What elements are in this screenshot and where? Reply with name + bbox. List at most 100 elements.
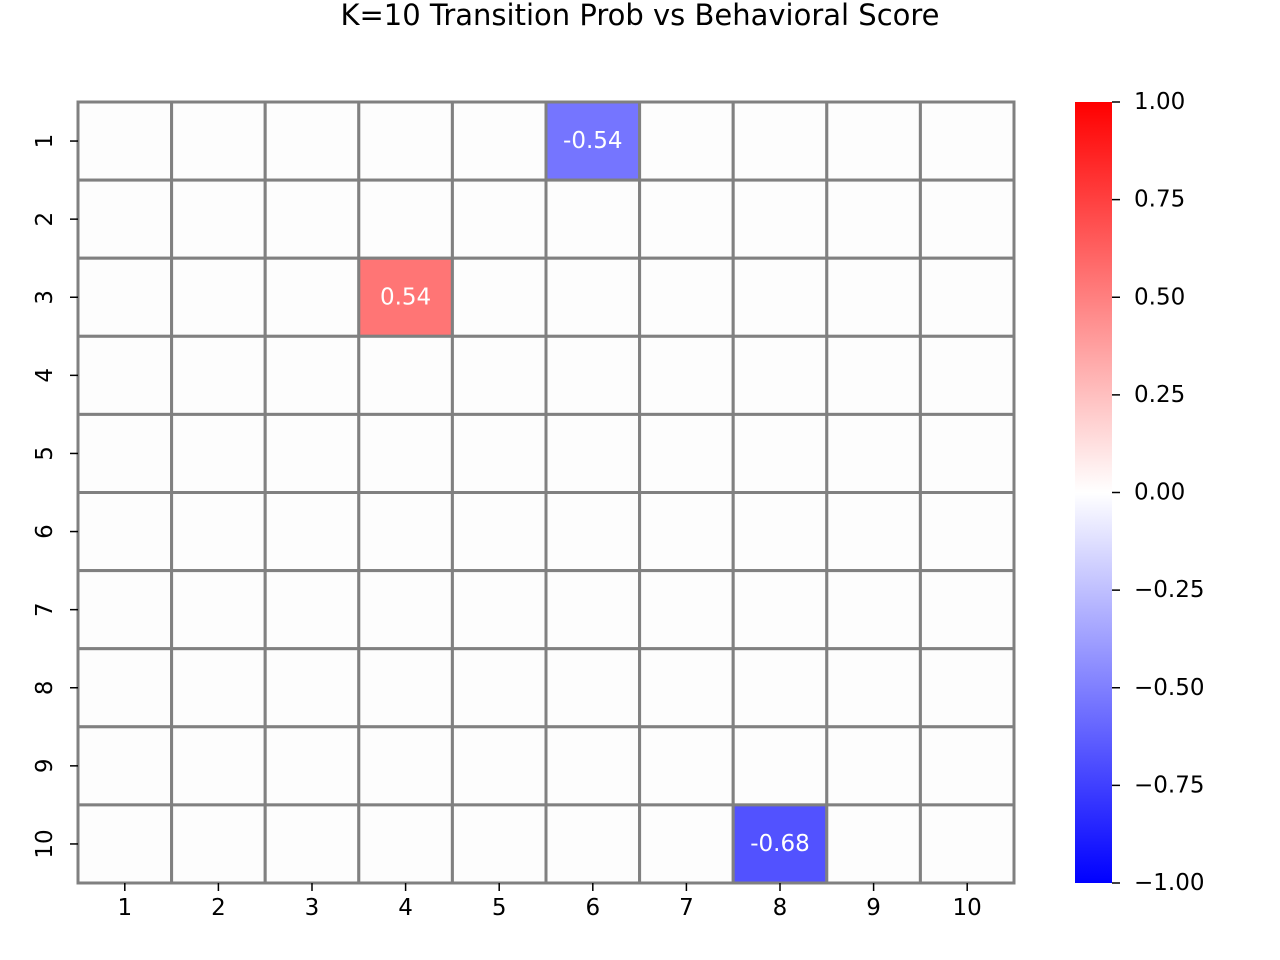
heatmap-cell-r5-c10 <box>918 412 1016 494</box>
heatmap-cell-r2-c7 <box>638 178 735 260</box>
heatmap-cell-r8-c8 <box>731 647 829 729</box>
y-tick-label: 4 <box>32 368 58 383</box>
heatmap-cell-r10-c5 <box>450 803 548 885</box>
chart-title: K=10 Transition Prob vs Behavioral Score <box>340 0 939 32</box>
colorbar-tick-label: 0.25 <box>1134 382 1185 408</box>
colorbar-tick-label: −0.75 <box>1134 772 1204 798</box>
heatmap-cell-r3-c2 <box>170 256 267 338</box>
heatmap-cell-r7-c4 <box>357 569 454 651</box>
heatmap-cell-r5-c9 <box>825 412 922 494</box>
heatmap-cell-r9-c9 <box>825 725 922 807</box>
heatmap-cell-r5-c4 <box>357 412 454 494</box>
x-tick-label: 6 <box>585 895 600 921</box>
colorbar-tick-label: 1.00 <box>1134 89 1185 115</box>
y-tick-label: 1 <box>32 134 58 149</box>
colorbar-tick-label: −0.50 <box>1134 675 1204 701</box>
x-tick-label: 7 <box>679 895 694 921</box>
colorbar-ticks: 1.00 0.75 0.50 0.25 0.00 −0.25 −0.50 −0.75 −1.00 <box>1112 89 1204 896</box>
heatmap-cell-r4-c5 <box>450 334 548 416</box>
heatmap-cell-r1-c1 <box>76 100 174 182</box>
heatmap-cell-r5-c2 <box>170 412 267 494</box>
heatmap-cell-r7-c10 <box>918 569 1016 651</box>
cell-annotation: 0.54 <box>380 284 431 310</box>
colorbar-tick-label: 0.50 <box>1134 284 1185 310</box>
heatmap-cell-r8-c7 <box>638 647 735 729</box>
colorbar-tick-label: −1.00 <box>1134 870 1204 896</box>
cell-annotation: -0.68 <box>750 831 810 857</box>
heatmap-cell-r5-c8 <box>731 412 829 494</box>
heatmap-cell-r3-c6 <box>544 256 642 338</box>
heatmap-cell-r8-c2 <box>170 647 267 729</box>
x-tick-label: 5 <box>492 895 507 921</box>
heatmap-cell-r10-c2 <box>170 803 267 885</box>
heatmap-cell-r4-c10 <box>918 334 1016 416</box>
heatmap-cell-r5-c5 <box>450 412 548 494</box>
colorbar-tick-label: −0.25 <box>1134 577 1204 603</box>
heatmap-cell-r7-c8 <box>731 569 829 651</box>
y-tick-label: 3 <box>32 290 58 305</box>
heatmap-cell-r7-c6 <box>544 569 642 651</box>
heatmap-cell-r6-c1 <box>76 491 174 573</box>
cell-annotations: -0.54 0.54 -0.68 <box>380 128 810 857</box>
x-axis-ticks: 1 2 3 4 5 6 7 8 9 10 <box>117 883 982 921</box>
heatmap-cell-r7-c1 <box>76 569 174 651</box>
x-tick-label: 8 <box>773 895 788 921</box>
heatmap-cell-r2-c4 <box>357 178 454 260</box>
heatmap-cell-r6-c7 <box>638 491 735 573</box>
heatmap-cell-r9-c6 <box>544 725 642 807</box>
heatmap-cell-r10-c1 <box>76 803 174 885</box>
heatmap-cell-r9-c4 <box>357 725 454 807</box>
heatmap-cell-r2-c5 <box>450 178 548 260</box>
heatmap-cell-r6-c3 <box>263 491 361 573</box>
heatmap-cell-r10-c7 <box>638 803 735 885</box>
heatmap-cell-r9-c2 <box>170 725 267 807</box>
heatmap-cell-r1-c10 <box>918 100 1016 182</box>
heatmap-cell-r8-c4 <box>357 647 454 729</box>
heatmap-cell-r8-c1 <box>76 647 174 729</box>
heatmap-cell-r7-c5 <box>450 569 548 651</box>
heatmap-cell-r4-c4 <box>357 334 454 416</box>
y-tick-label: 7 <box>32 602 58 617</box>
heatmap-cell-r7-c3 <box>263 569 361 651</box>
heatmap-cell-r2-c10 <box>918 178 1016 260</box>
heatmap-cell-r2-c3 <box>263 178 361 260</box>
x-tick-label: 4 <box>398 895 413 921</box>
heatmap-cell-r9-c5 <box>450 725 548 807</box>
y-tick-label: 6 <box>32 524 58 539</box>
heatmap-cell-r9-c10 <box>918 725 1016 807</box>
heatmap-cell-r4-c7 <box>638 334 735 416</box>
y-tick-label: 5 <box>32 446 58 461</box>
colorbar-tick-label: 0.00 <box>1134 480 1185 506</box>
heatmap-cell-r6-c9 <box>825 491 922 573</box>
heatmap-cell-r1-c6 <box>544 100 642 182</box>
heatmap-cell-r8-c10 <box>918 647 1016 729</box>
x-tick-label: 10 <box>953 895 982 921</box>
heatmap-cell-r6-c5 <box>450 491 548 573</box>
heatmap-cell-r1-c2 <box>170 100 267 182</box>
heatmap-cell-r4-c8 <box>731 334 829 416</box>
colorbar-tick-label: 0.75 <box>1134 187 1185 213</box>
heatmap-cell-r3-c8 <box>731 256 829 338</box>
x-tick-label: 1 <box>117 895 132 921</box>
heatmap-cell-r1-c8 <box>731 100 829 182</box>
heatmap-cell-r1-c4 <box>357 100 454 182</box>
heatmap-cell-r4-c6 <box>544 334 642 416</box>
x-tick-label: 2 <box>211 895 226 921</box>
heatmap-cell-r1-c3 <box>263 100 361 182</box>
heatmap-cell-r3-c5 <box>450 256 548 338</box>
heatmap-cell-r9-c8 <box>731 725 829 807</box>
heatmap-cell-r2-c8 <box>731 178 829 260</box>
heatmap-cell-r1-c9 <box>825 100 922 182</box>
heatmap-cell-r3-c7 <box>638 256 735 338</box>
heatmap-cell-r6-c8 <box>731 491 829 573</box>
heatmap-cell-r8-c6 <box>544 647 642 729</box>
heatmap-cell-r10-c6 <box>544 803 642 885</box>
y-tick-label: 10 <box>32 829 58 858</box>
heatmap-cell-r10-c3 <box>263 803 361 885</box>
heatmap-cell-r6-c4 <box>357 491 454 573</box>
heatmap-cell-r8-c3 <box>263 647 361 729</box>
heatmap-cell-r6-c10 <box>918 491 1016 573</box>
colorbar <box>1075 102 1112 883</box>
heatmap-cell-r1-c5 <box>450 100 548 182</box>
